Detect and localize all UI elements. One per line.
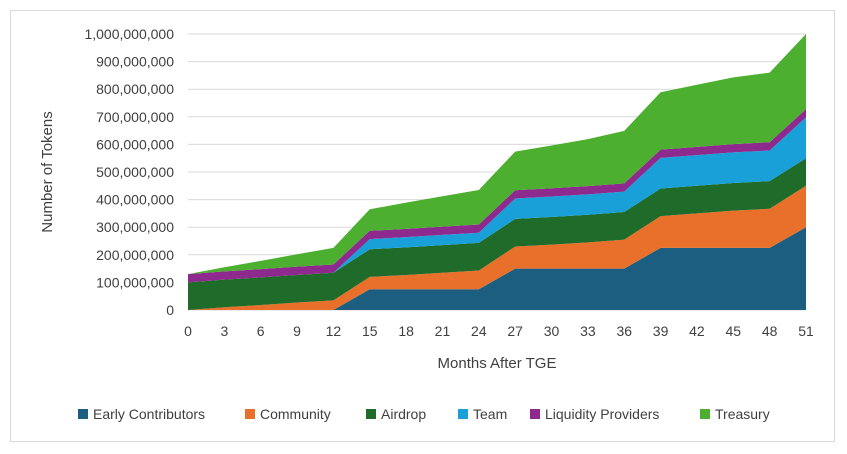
- legend-swatch: [245, 409, 255, 419]
- legend-label: Liquidity Providers: [545, 406, 659, 422]
- y-tick-label: 0: [166, 302, 174, 318]
- x-tick-label: 27: [507, 323, 523, 339]
- x-tick-label: 6: [257, 323, 265, 339]
- x-tick-label: 33: [580, 323, 596, 339]
- plot-areas: [188, 34, 806, 310]
- legend-swatch: [78, 409, 88, 419]
- x-tick-label: 9: [293, 323, 301, 339]
- x-tick-label: 15: [362, 323, 378, 339]
- y-tick-label: 200,000,000: [96, 247, 174, 263]
- legend: Early Contributors Community Airdrop Team Li…: [78, 406, 770, 422]
- legend-label: Airdrop: [381, 406, 426, 422]
- y-axis-title: Number of Tokens: [39, 111, 56, 232]
- legend-label: Team: [473, 406, 507, 422]
- legend-label: Early Contributors: [93, 406, 205, 422]
- legend-swatch: [458, 409, 468, 419]
- y-tick-label: 600,000,000: [96, 136, 174, 152]
- y-tick-label: 100,000,000: [96, 274, 174, 290]
- area-community: [188, 185, 806, 310]
- area-early-contributors: [188, 227, 806, 310]
- x-tick-label: 45: [726, 323, 742, 339]
- x-tick-label: 36: [616, 323, 632, 339]
- legend-label: Community: [260, 406, 331, 422]
- x-tick-label: 51: [798, 323, 814, 339]
- y-tick-label: 800,000,000: [96, 81, 174, 97]
- legend-swatch: [530, 409, 540, 419]
- area-airdrop: [188, 158, 806, 310]
- legend-item-airdrop: Airdrop: [366, 406, 426, 422]
- y-tick-label: 300,000,000: [96, 219, 174, 235]
- axes: 0 100,000,000 200,000,000 300,000,000 400,00…: [84, 26, 814, 339]
- y-tick-label: 1,000,000,000: [84, 26, 174, 42]
- x-tick-label: 18: [398, 323, 414, 339]
- x-tick-label: 42: [689, 323, 705, 339]
- legend-swatch: [700, 409, 710, 419]
- y-tick-label: 900,000,000: [96, 54, 174, 70]
- legend-label: Treasury: [715, 406, 770, 422]
- legend-item-early-contributors: Early Contributors: [78, 406, 205, 422]
- x-tick-label: 24: [471, 323, 487, 339]
- x-tick-label: 3: [220, 323, 228, 339]
- legend-item-community: Community: [245, 406, 331, 422]
- y-tick-label: 500,000,000: [96, 164, 174, 180]
- x-tick-label: 48: [762, 323, 778, 339]
- legend-item-liquidity-providers: Liquidity Providers: [530, 406, 659, 422]
- x-tick-label: 0: [184, 323, 192, 339]
- x-tick-label: 12: [326, 323, 342, 339]
- x-axis-title: Months After TGE: [438, 355, 557, 372]
- y-tick-label: 400,000,000: [96, 192, 174, 208]
- legend-swatch: [366, 409, 376, 419]
- y-tick-label: 700,000,000: [96, 109, 174, 125]
- x-tick-label: 21: [435, 323, 451, 339]
- x-tick-label: 39: [653, 323, 669, 339]
- legend-item-team: Team: [458, 406, 507, 422]
- legend-item-treasury: Treasury: [700, 406, 770, 422]
- x-tick-label: 30: [544, 323, 560, 339]
